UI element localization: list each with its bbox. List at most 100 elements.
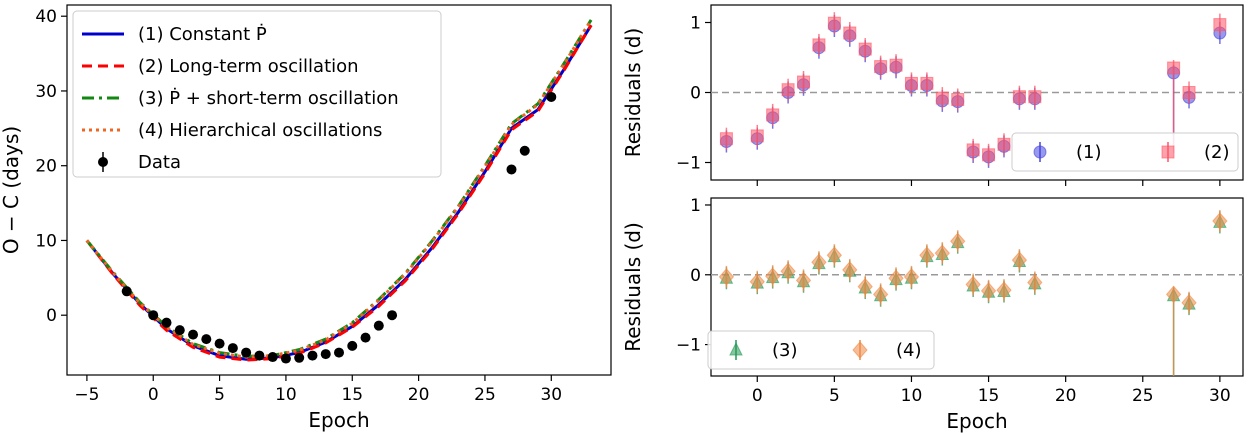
residual-point-(4) [888, 269, 904, 288]
legend: (1) (2) [1011, 132, 1239, 172]
y-tick-label: −1 [676, 336, 701, 356]
data-point [148, 310, 159, 321]
residual-point-(4) [842, 261, 858, 279]
x-tick-label: 10 [901, 386, 923, 406]
residual-point-(2) [874, 60, 888, 74]
data-point [214, 338, 225, 349]
residual-point-(2) [812, 38, 826, 52]
y-tick-label: 40 [35, 7, 57, 27]
residual-point-(4) [826, 246, 843, 264]
legend-data-marker [98, 157, 108, 167]
residual-point-(4) [749, 273, 765, 291]
legend-label-2: (2) Long-term oscillation [138, 56, 359, 77]
x-tick-label: 20 [408, 385, 430, 405]
residual-point-(2) [719, 132, 733, 146]
residual-point-(2) [966, 143, 980, 157]
residual-point-(2) [1012, 90, 1026, 104]
legend-label-2: (2) [1204, 142, 1230, 163]
oc-diagram-panel: −5 0 5 10 15 20 25 30 0 10 20 30 40 Epoch O − C (days)… [0, 4, 612, 432]
residual-point-(2) [781, 83, 795, 97]
legend-marker-1 [1033, 145, 1047, 159]
x-tick-label: 5 [214, 385, 225, 405]
legend-label-4: (4) Hierarchical oscillations [138, 120, 382, 141]
residual-point-(2) [889, 58, 903, 72]
y-tick-label: 20 [35, 157, 57, 177]
y-axis-label: Residuals (d) [621, 28, 645, 158]
residual-point-(4) [795, 271, 812, 290]
residual-point-(2) [997, 137, 1011, 151]
data-point [201, 334, 212, 345]
x-tick-label: 10 [275, 385, 297, 405]
residual-point-(4) [872, 285, 889, 304]
plot-area [85, 19, 593, 364]
y-tick-label: 1 [690, 196, 701, 216]
residual-point-(4) [980, 282, 997, 300]
model-curve-4 [85, 19, 593, 359]
residual-point-(2) [1213, 18, 1227, 32]
data-point [519, 145, 530, 156]
data-point [121, 286, 132, 297]
residual-point-(4) [1165, 285, 1182, 304]
x-tick-label: −5 [74, 385, 99, 405]
legend-label-1: (3) [772, 340, 798, 361]
plot-area [711, 210, 1243, 376]
residual-point-(2) [904, 76, 918, 90]
residual-point-(2) [1182, 86, 1196, 99]
residual-point-(4) [765, 267, 781, 285]
residual-point-(2) [951, 93, 965, 106]
data-point [320, 349, 331, 360]
legend: (1) Constant Ṗ (2) Long-term oscillation (… [72, 10, 442, 178]
data-point [360, 332, 371, 343]
data-point [347, 340, 358, 351]
x-tick-label: 25 [1132, 386, 1154, 406]
x-tick-label: 0 [752, 386, 763, 406]
plot-frame [66, 4, 612, 376]
x-tick-label: 5 [829, 386, 840, 406]
y-tick-label: 1 [690, 14, 701, 34]
legend-marker-2 [852, 341, 868, 359]
legend-label-2: (4) [896, 340, 922, 361]
residual-point-(4) [950, 232, 966, 251]
legend-marker-1 [729, 341, 743, 356]
residual-point-(4) [780, 262, 796, 281]
residual-point-(4) [718, 268, 735, 286]
legend-box [707, 330, 935, 370]
residual-point-(2) [766, 108, 780, 122]
legend-label-1: (1) Constant Ṗ [138, 24, 267, 45]
data-point [241, 347, 252, 358]
data-point [373, 320, 384, 331]
legend-label-1: (1) [1076, 142, 1102, 163]
residual-point-(2) [1167, 61, 1181, 75]
residual-point-(4) [1212, 212, 1228, 230]
y-axis-label: O − C (days) [0, 126, 23, 254]
residual-point-(4) [965, 275, 981, 294]
data-point [254, 350, 265, 361]
model-curve-2 [85, 24, 593, 362]
residual-point-(4) [903, 268, 920, 286]
residual-point-(2) [982, 148, 996, 162]
residual-point-(4) [857, 277, 873, 296]
y-tick-label: 0 [46, 306, 57, 326]
legend-label-data: Data [138, 152, 181, 173]
legend: (3) (4) [707, 330, 935, 370]
residual-point-(2) [1028, 90, 1042, 104]
residuals-bottom-panel: 0 5 10 15 20 25 30 −1 0 1 Epoch Residuals (d) (3) (4) [621, 196, 1244, 433]
data-point [307, 350, 318, 361]
residual-point-(4) [811, 253, 827, 271]
data-point [387, 310, 398, 321]
x-tick-label: 0 [148, 385, 159, 405]
data-point [161, 317, 172, 328]
data-point [227, 343, 238, 354]
legend-box [1011, 132, 1239, 172]
residual-point-(2) [843, 26, 857, 40]
data-point [294, 352, 305, 363]
residual-point-(2) [935, 91, 949, 105]
legend-label-3: (3) Ṗ + short-term oscillation [138, 88, 399, 109]
x-axis-label: Epoch [308, 408, 369, 432]
residual-point-(4) [996, 281, 1012, 299]
data-point [174, 325, 185, 336]
y-tick-label: −1 [676, 154, 701, 174]
data-point [334, 347, 344, 358]
x-tick-label: 30 [1209, 386, 1231, 406]
